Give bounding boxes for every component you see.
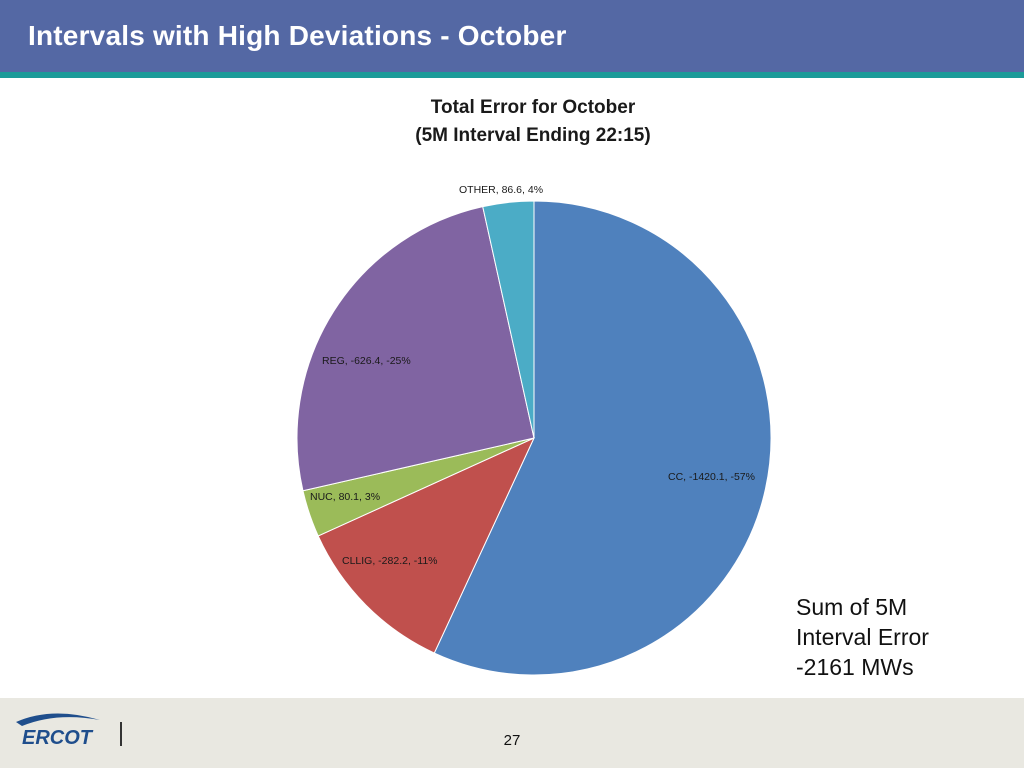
ercot-logo: ERCOT	[16, 713, 100, 748]
chart-title-line-1: Total Error for October	[431, 97, 636, 118]
pie-labels: CC, -1420.1, -57% CLLIG, -282.2, -11% NUC,…	[310, 184, 755, 567]
pie-label-cc: CC, -1420.1, -57%	[668, 471, 755, 483]
sum-note: Sum of 5M Interval Error -2161 MWs	[796, 592, 929, 682]
pie-slice-other	[482, 200, 535, 439]
pie-label-reg: REG, -626.4, -25%	[322, 355, 411, 367]
pie-slice-reg	[296, 206, 535, 492]
slide-title: Intervals with High Deviations - October	[28, 20, 567, 51]
title-accent-line	[0, 72, 1024, 78]
logo-swoosh-icon	[16, 713, 100, 726]
sum-note-line-1: Sum of 5M	[796, 594, 908, 620]
pie-slice-cc	[433, 200, 772, 676]
pie-label-other: OTHER, 86.6, 4%	[459, 184, 543, 196]
pie-chart: Total Error for October (5M Interval End…	[296, 97, 772, 676]
sum-note-line-2: Interval Error	[796, 624, 929, 650]
chart-title-line-2: (5M Interval Ending 22:15)	[415, 125, 650, 146]
pie-slices	[296, 200, 772, 676]
footer-divider	[120, 722, 122, 746]
sum-note-line-3: -2161 MWs	[796, 654, 914, 680]
footer: ERCOT 27	[0, 698, 1024, 768]
logo-text: ERCOT	[22, 727, 94, 748]
pie-slice-cllig	[317, 436, 536, 654]
pie-label-nuc: NUC, 80.1, 3%	[310, 491, 380, 503]
title-bar: Intervals with High Deviations - October	[0, 0, 1024, 72]
pie-label-cllig: CLLIG, -282.2, -11%	[342, 555, 438, 567]
page-number: 27	[503, 732, 521, 749]
